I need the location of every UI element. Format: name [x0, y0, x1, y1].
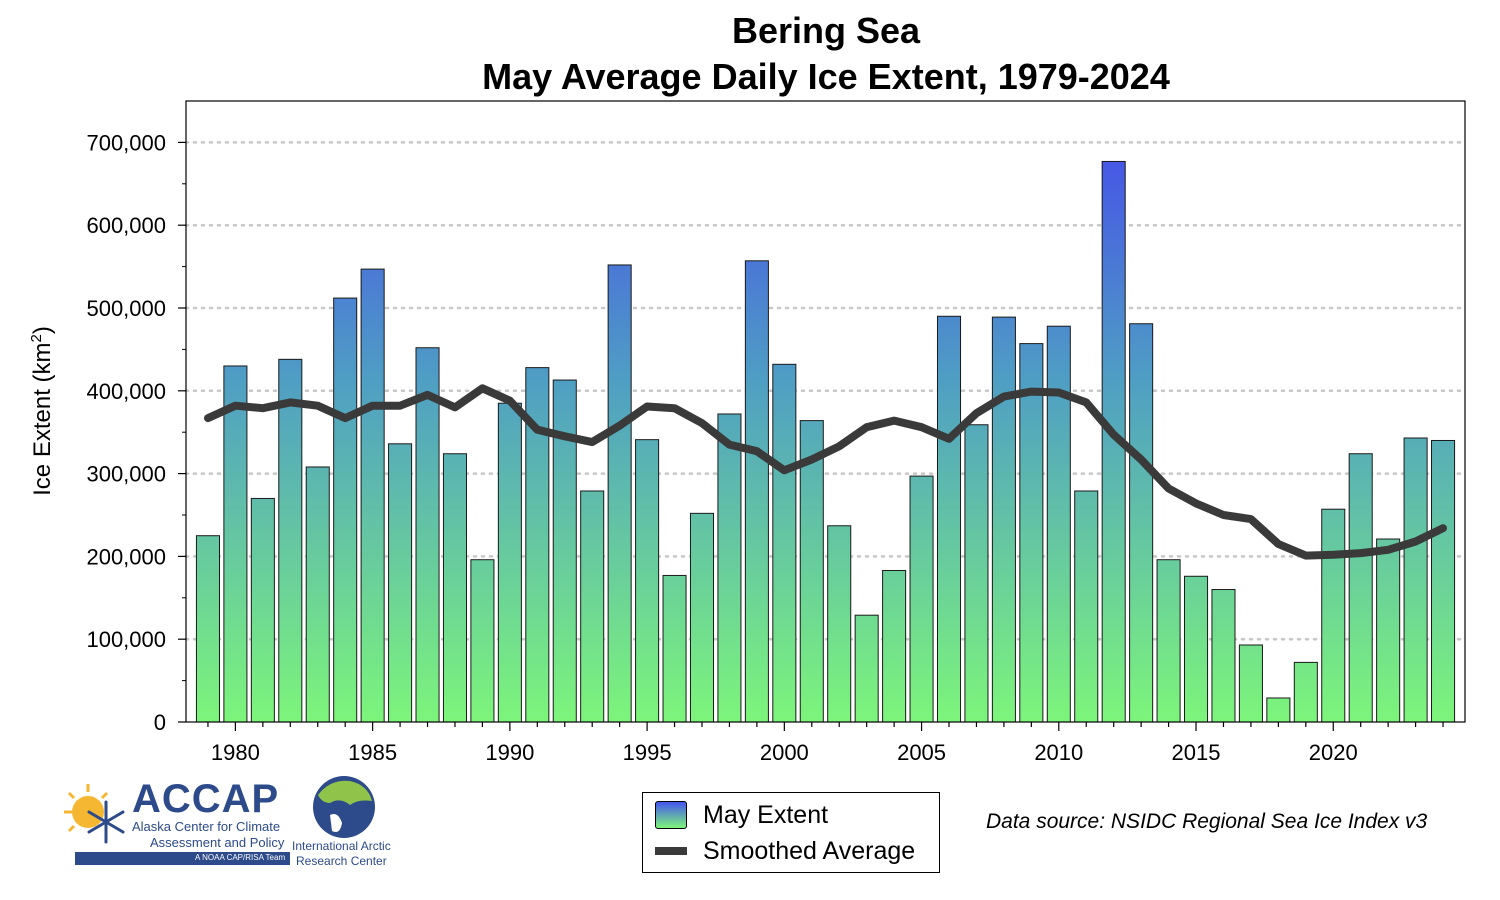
accap-bar [75, 852, 290, 865]
x-tick-label: 2020 [1309, 740, 1358, 765]
bar [333, 297, 358, 723]
bar [1019, 343, 1044, 723]
bar [1293, 661, 1318, 723]
bar [278, 358, 303, 723]
bar [388, 443, 413, 723]
bar-chart: 0 100,000 200,000 300,000 400,000 500,000 600,… [28, 100, 1467, 765]
bar [250, 497, 275, 723]
y-tick-label: 200,000 [86, 544, 166, 569]
bar [662, 574, 687, 723]
x-tick-label: 2010 [1034, 740, 1083, 765]
y-tick-label: 600,000 [86, 213, 166, 238]
bar [1376, 538, 1401, 723]
accap-name: ACCAP [132, 777, 280, 821]
gridlines [184, 141, 1467, 641]
chart-title: Bering Sea [731, 10, 921, 51]
y-tick-label: 500,000 [86, 296, 166, 321]
x-axis: 1980 1985 1990 1995 2000 2005 2010 2015 2020 [207, 722, 1444, 765]
x-tick-label: 1985 [348, 740, 397, 765]
bar [607, 264, 632, 723]
legend-bar-swatch [655, 801, 687, 829]
bar [1211, 589, 1236, 723]
accap-tag: A NOAA CAP/RISA Team [195, 853, 286, 862]
bar [827, 525, 852, 723]
bar [1046, 325, 1071, 723]
y-axis-title-text: Ice Extent (km [29, 342, 56, 495]
bar [1403, 437, 1428, 723]
x-tick-label: 1995 [623, 740, 672, 765]
bar [1266, 697, 1291, 723]
bar [415, 347, 440, 723]
bar [991, 316, 1016, 723]
smoothed-average-line [204, 384, 1447, 560]
chart-subtitle: May Average Daily Ice Extent, 1979-2024 [482, 56, 1170, 97]
x-tick-label: 1980 [211, 740, 260, 765]
bar-series [195, 160, 1456, 723]
bar [360, 268, 385, 723]
legend-item-bars: May Extent [655, 799, 828, 831]
bar [1074, 490, 1099, 723]
bar [305, 466, 330, 723]
bar [1129, 323, 1154, 723]
bar [1156, 559, 1181, 723]
data-source-note: Data source: NSIDC Regional Sea Ice Inde… [986, 810, 1428, 833]
x-tick-label: 1990 [485, 740, 534, 765]
bar [223, 365, 248, 723]
y-axis-title-close: ) [29, 326, 56, 334]
legend-item-line: Smoothed Average [655, 835, 915, 867]
bar [1431, 439, 1456, 723]
bar [882, 569, 907, 723]
bar [195, 535, 220, 723]
y-tick-label: 100,000 [86, 627, 166, 652]
accap-line2: Assessment and Policy [150, 835, 285, 850]
bar [717, 413, 742, 723]
bar [470, 559, 495, 723]
y-tick-label: 300,000 [86, 462, 166, 487]
bar [772, 363, 797, 723]
accap-line1: Alaska Center for Climate [132, 819, 281, 834]
y-tick-label: 400,000 [86, 379, 166, 404]
legend-line-swatch [655, 847, 687, 855]
x-tick-label: 2000 [760, 740, 809, 765]
y-axis: 0 100,000 200,000 300,000 400,000 500,000 600,… [86, 130, 186, 735]
bar [635, 439, 660, 723]
bar [689, 512, 715, 723]
accap-logo: ACCAP Alaska Center for Climate Assessme… [60, 775, 290, 870]
bar [580, 490, 605, 723]
bar [497, 402, 522, 723]
plot-frame [185, 100, 1466, 723]
bar [964, 424, 989, 723]
iarc-line2: Research Center [296, 854, 387, 868]
globe-icon [313, 776, 375, 838]
bar [909, 475, 934, 723]
x-tick-label: 2015 [1172, 740, 1221, 765]
bar [1321, 508, 1346, 723]
legend: May Extent Smoothed Average [642, 792, 940, 873]
bar [744, 260, 769, 723]
bar [854, 614, 879, 723]
legend-bar-label: May Extent [703, 800, 829, 829]
x-tick-label: 2005 [897, 740, 946, 765]
bar [1348, 453, 1373, 723]
legend-line-label: Smoothed Average [703, 836, 916, 865]
y-tick-label: 0 [154, 710, 166, 735]
y-axis-title-sup: 2 [28, 334, 45, 342]
bar [1183, 575, 1209, 723]
iarc-logo: International Arctic Research Center [292, 775, 397, 875]
y-axis-title: Ice Extent (km2) [28, 326, 56, 496]
iarc-line1: International Arctic [292, 839, 391, 853]
y-tick-label: 700,000 [86, 130, 166, 155]
bar [442, 453, 468, 723]
bar [1238, 644, 1263, 723]
snowflake-sun-icon [64, 784, 125, 844]
bar [936, 315, 962, 723]
